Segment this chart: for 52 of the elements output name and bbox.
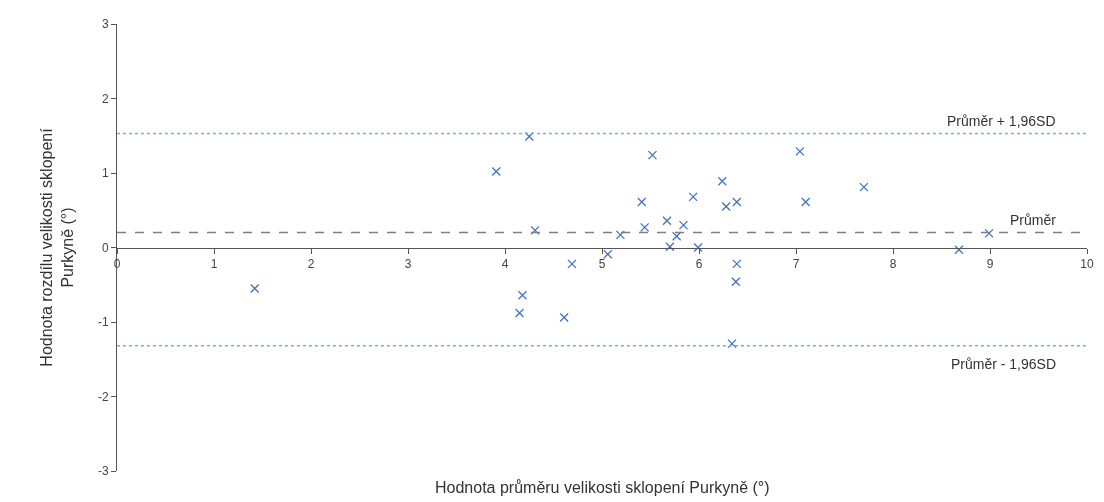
point	[801, 197, 811, 207]
point	[530, 225, 540, 236]
point	[514, 308, 525, 318]
x-tick-label: 9	[986, 256, 994, 271]
x-tick-label: 10	[1080, 256, 1094, 271]
point	[954, 245, 964, 255]
point	[678, 220, 689, 230]
point	[717, 176, 727, 186]
y-tick-label: -3	[97, 464, 109, 479]
x-tick-label: 3	[404, 256, 412, 271]
x-tick-label: 5	[598, 256, 606, 271]
y-tick-label: 3	[101, 17, 109, 32]
point	[732, 197, 742, 207]
point	[559, 312, 569, 323]
x-tick-label: 8	[889, 256, 897, 271]
point	[517, 290, 528, 300]
point	[672, 231, 682, 241]
point	[727, 338, 737, 349]
point	[250, 283, 260, 294]
point	[721, 201, 731, 212]
point	[603, 249, 613, 259]
point	[491, 166, 501, 177]
y-axis-title: Hodnota rozdílu velikosti sklopení Purkyně (°)	[38, 127, 76, 367]
point	[732, 259, 742, 269]
point	[665, 242, 675, 252]
point	[615, 230, 626, 240]
x-tick-label: 7	[792, 256, 800, 271]
point	[640, 222, 650, 233]
point	[693, 242, 703, 253]
x-tick-label: 2	[307, 256, 315, 271]
point	[637, 197, 647, 207]
y-tick-label: 0	[101, 240, 109, 255]
x-tick-label: 1	[210, 256, 218, 271]
y-tick-label: -1	[97, 315, 109, 330]
y-tick-label: -2	[97, 389, 109, 404]
ref-line-label: Průměr + 1,96SD	[947, 113, 1056, 129]
point	[731, 277, 741, 287]
point	[859, 182, 869, 192]
point	[567, 259, 577, 269]
point	[688, 192, 698, 202]
y-tick-label: 2	[101, 91, 109, 106]
x-axis-title: Hodnota průměru velikosti sklopení Purkyně (°)	[435, 479, 770, 496]
point	[984, 228, 994, 238]
point	[647, 150, 658, 160]
x-tick-label: 4	[501, 256, 509, 271]
point	[524, 131, 534, 142]
ref-line-label: Průměr	[1010, 212, 1057, 228]
point	[662, 216, 672, 226]
y-tick-label: 1	[101, 166, 109, 181]
x-tick-label: 6	[695, 256, 703, 271]
point	[795, 146, 805, 157]
ref-line-label: Průměr - 1,96SD	[951, 356, 1057, 372]
